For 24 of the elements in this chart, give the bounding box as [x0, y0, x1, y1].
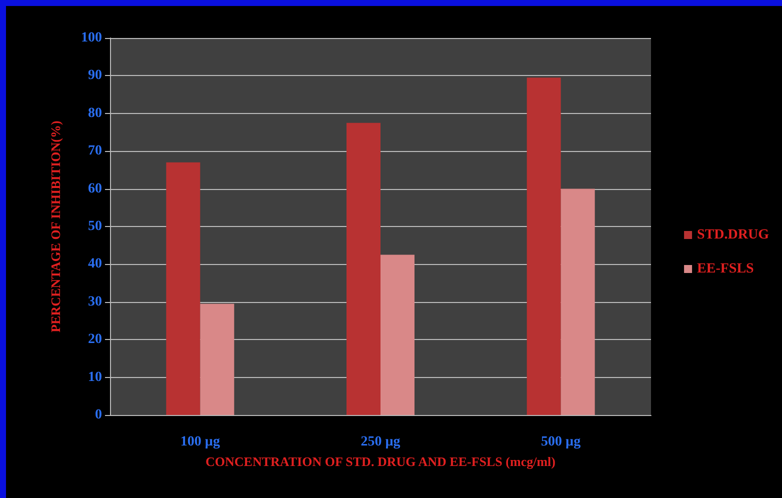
y-tick-label: 10	[88, 370, 102, 385]
legend-label: EE-FSLS	[697, 262, 754, 276]
y-tick-label: 40	[88, 256, 102, 272]
bar	[200, 304, 234, 415]
y-tick-label: 80	[88, 106, 102, 121]
bar	[380, 254, 414, 415]
y-tick-label: 0	[95, 408, 102, 422]
y-tick-label: 90	[88, 68, 102, 84]
x-tick-label: 500 µg	[541, 434, 581, 450]
x-tick-label: 100 µg	[180, 434, 220, 450]
x-axis-title: CONCENTRATION OF STD. DRUG AND EE-FSLS (mcg/ml)	[206, 454, 556, 469]
bar	[560, 188, 595, 415]
y-tick-label: 60	[88, 181, 102, 196]
y-tick-label: 20	[88, 332, 102, 348]
x-tick-label: 250 µg	[360, 434, 400, 450]
y-axis-title: PERCENTAGE OF INHIBITION(%)	[48, 120, 63, 332]
y-tick-label: 30	[88, 294, 102, 310]
bar	[166, 162, 200, 415]
y-tick-label: 50	[88, 219, 102, 234]
legend-label: STD.DRUG	[697, 228, 770, 242]
bar	[526, 78, 561, 415]
y-tick-label: 70	[88, 144, 102, 159]
bar	[346, 122, 380, 415]
y-tick-label: 100	[81, 30, 102, 46]
